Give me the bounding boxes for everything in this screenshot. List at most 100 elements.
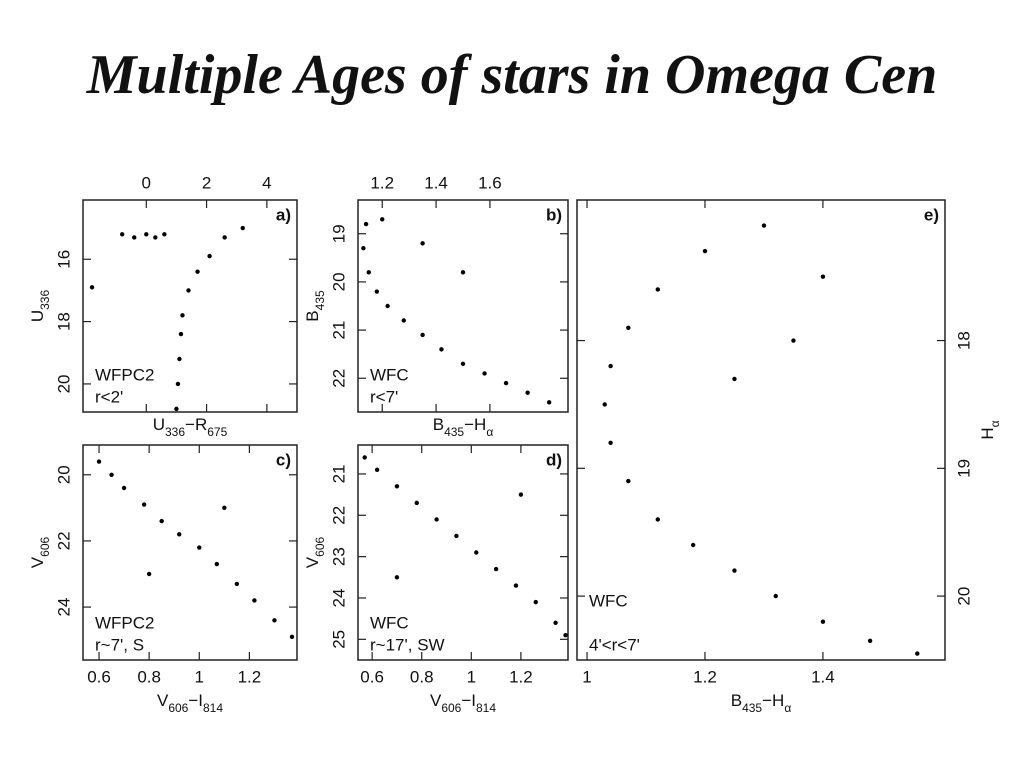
annotation: r<7' [370,387,398,406]
annotation: WFPC2 [95,365,155,384]
star-point [503,380,509,386]
x-tick-label: 1.2 [238,667,262,686]
x-tick-label: 0.8 [410,667,434,686]
star-point [374,289,380,294]
star-point [197,545,202,550]
star-point [563,632,568,638]
y-axis-label-sub: 606 [38,536,52,556]
star-point [180,313,185,318]
panel-label: d) [546,450,562,469]
star-point [460,361,466,367]
star-point [518,492,524,497]
y-tick-label: 22 [54,531,73,550]
star-point [602,402,607,407]
star-point [178,331,184,337]
star-point [533,599,538,605]
x-tick-label: 1 [467,667,476,686]
star-point [493,566,499,572]
x-tick-label: 0.8 [137,667,161,686]
x-axis-label-sub: 814 [203,701,223,715]
star-point [186,288,191,293]
star-point [162,232,167,237]
star-point [195,269,200,274]
slide-title: Multiple Ages of stars in Omega Cen [86,44,937,106]
y-tick-label: 25 [329,630,348,649]
star-point [702,248,708,254]
y-tick-label: 21 [329,321,348,340]
star-point [626,325,631,330]
star-point [655,287,660,292]
y-axis-label: Hα [978,420,1002,439]
x-axis-label: B435−Hα [731,691,792,715]
x-tick-label: 1.2 [509,667,533,686]
x-axis-label-part: −H [762,691,784,710]
x-axis-label-part: B [433,415,444,434]
star-point [153,235,158,240]
y-tick-label: 24 [329,589,348,608]
y-axis-label-part: H [978,427,997,439]
star-point [439,347,444,352]
star-point [361,245,366,251]
star-point [820,619,826,624]
star-point [207,253,212,259]
star-point [394,575,400,580]
star-point [240,225,245,231]
star-point [385,303,390,309]
x-tick-label: 1 [582,667,591,686]
y-axis-label: B435 [303,290,327,322]
y-axis-label: U336 [28,290,52,323]
y-axis-label-sub: α [988,420,1002,427]
annotation: WFC [370,613,409,632]
y-tick-label: 20 [954,587,973,606]
star-point [655,517,660,522]
star-point [401,318,406,323]
star-point [141,502,147,507]
x-tick-label: 1.2 [370,173,394,192]
star-point [732,568,737,573]
star-point [608,440,613,445]
panel-label: e) [924,205,939,224]
star-point [525,390,530,395]
star-point [394,484,400,489]
star-point [159,518,164,524]
x-axis-label-part: V [157,691,169,710]
star-point [626,478,631,484]
star-point [252,598,257,603]
y-tick-label: 20 [54,374,73,393]
x-axis-label-part: B [731,691,742,710]
star-point [414,500,419,506]
star-point [420,332,425,338]
star-point [109,472,114,477]
x-axis-label: U336−R675 [153,415,228,439]
annotation: r~17', SW [370,635,445,654]
y-tick-label: 20 [329,272,348,291]
x-axis-label-part: −H [464,415,486,434]
star-point [366,270,371,275]
star-point [121,485,127,491]
star-point [222,235,227,240]
annotation: r<2' [95,387,123,406]
star-point [374,467,380,473]
star-point [222,505,227,511]
panel-label: c) [276,450,291,469]
star-point [119,232,125,237]
star-point [214,561,220,567]
star-point [132,235,137,240]
y-tick-label: 23 [329,547,348,566]
x-tick-label: 0.6 [87,667,111,686]
x-axis-label-sub: α [784,701,791,715]
star-point [454,533,459,539]
x-axis-label-sub: 435 [444,425,464,439]
y-tick-label: 18 [54,312,73,331]
star-point [177,532,182,537]
y-axis-label-part: V [28,556,47,568]
x-axis-label-sub: 814 [476,701,496,715]
x-axis-label-sub: 606 [168,701,188,715]
x-tick-label: 1.2 [693,667,717,686]
plot-frame [576,199,946,661]
plot-frame [357,199,569,413]
star-point [289,634,295,640]
star-point [690,542,696,548]
plot-frame [82,199,298,413]
x-tick-label: 2 [202,173,211,192]
